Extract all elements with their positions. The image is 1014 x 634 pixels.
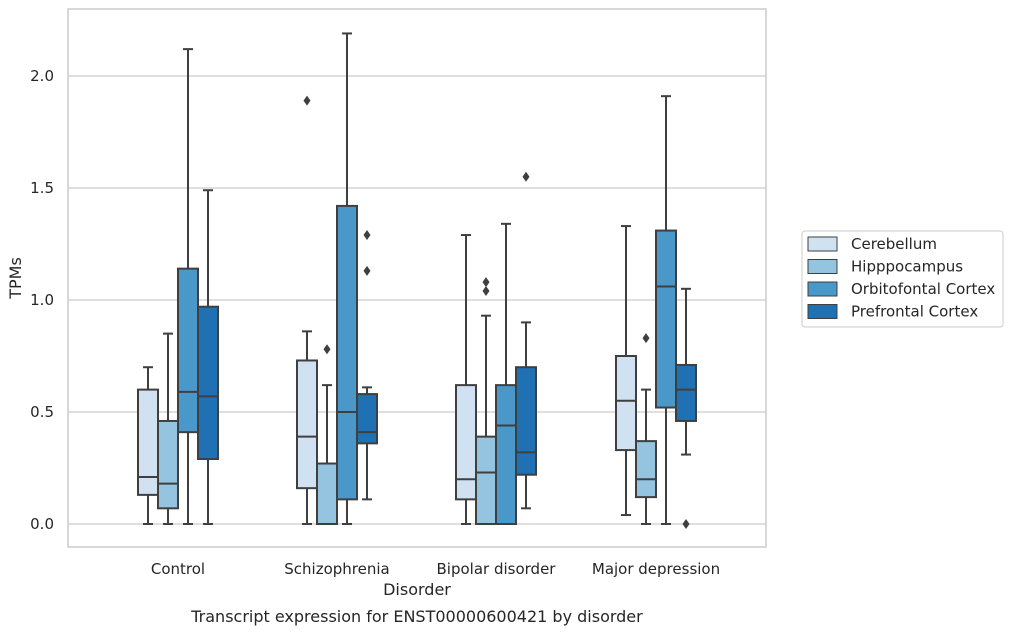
legend-swatch [807, 259, 838, 274]
x-axis-ticks: Control Schizophrenia Bipolar disorder Majo… [151, 560, 720, 578]
box [137, 366, 159, 525]
outlier-point [363, 265, 371, 276]
box [635, 333, 657, 525]
box [475, 277, 497, 526]
box [157, 332, 179, 525]
box [177, 48, 199, 525]
outlier-point [682, 519, 690, 529]
legend: Cerebellum Hipppocampus Orbitofontal Corte… [801, 230, 1004, 328]
y-tick-label: 0.5 [30, 403, 54, 421]
box [495, 222, 517, 525]
y-tick-label: 2.0 [30, 67, 54, 85]
chart-caption: Transcript expression for ENST0000060042… [190, 607, 643, 626]
outlier-point [303, 95, 311, 106]
outlier-point [482, 277, 490, 288]
legend-swatch [807, 236, 838, 252]
y-tick-label: 1.0 [30, 291, 54, 309]
box [675, 287, 697, 529]
box-iqr [475, 435, 497, 526]
box-iqr [495, 384, 517, 525]
box-iqr [356, 393, 378, 445]
series-prefrontal-cortex [197, 171, 697, 529]
box-iqr [137, 388, 159, 496]
box [356, 230, 378, 501]
y-tick-label: 1.5 [30, 179, 54, 197]
box [197, 189, 219, 525]
legend-label: Orbitofontal Cortex [851, 280, 995, 298]
x-axis-title: Disorder [383, 580, 451, 599]
box-iqr [615, 355, 637, 452]
box [316, 344, 338, 525]
box [615, 225, 637, 517]
box [296, 95, 318, 525]
legend-label: Prefrontal Cortex [851, 303, 978, 321]
legend-label: Cerebellum [851, 235, 937, 253]
plot-frame [67, 8, 767, 548]
box-iqr [316, 462, 338, 525]
box [336, 32, 358, 525]
x-tick-label: Bipolar disorder [437, 560, 557, 578]
box-iqr [296, 359, 318, 490]
box [455, 234, 477, 525]
series-hipppocampus [157, 277, 657, 526]
y-tick-label: 0.0 [30, 515, 54, 533]
box-iqr [515, 366, 537, 476]
x-tick-label: Major depression [592, 560, 720, 578]
outlier-point [323, 344, 331, 355]
outlier-point [522, 171, 530, 182]
box-iqr [675, 363, 697, 422]
x-tick-label: Schizophrenia [284, 560, 389, 578]
box-iqr [157, 419, 179, 510]
legend-frame [801, 230, 1004, 328]
legend-label: Hipppocampus [851, 258, 963, 276]
outlier-point [363, 230, 371, 241]
box-iqr [177, 267, 199, 434]
box-iqr [455, 384, 477, 501]
y-axis-ticks: 0.0 0.5 1.0 1.5 2.0 [30, 67, 54, 533]
outlier-point [482, 286, 490, 297]
box-iqr [197, 305, 219, 461]
y-axis-title: TPMs [6, 257, 25, 300]
legend-swatch [807, 281, 838, 297]
series-orbitofontal-cortex [177, 32, 677, 525]
x-tick-label: Control [151, 560, 205, 578]
box [655, 95, 677, 525]
box [515, 171, 537, 510]
box-series [137, 32, 697, 529]
legend-swatch [807, 304, 838, 319]
box-iqr [635, 440, 657, 499]
box-iqr [336, 204, 358, 501]
outlier-point [642, 333, 650, 344]
box-iqr [655, 229, 677, 409]
